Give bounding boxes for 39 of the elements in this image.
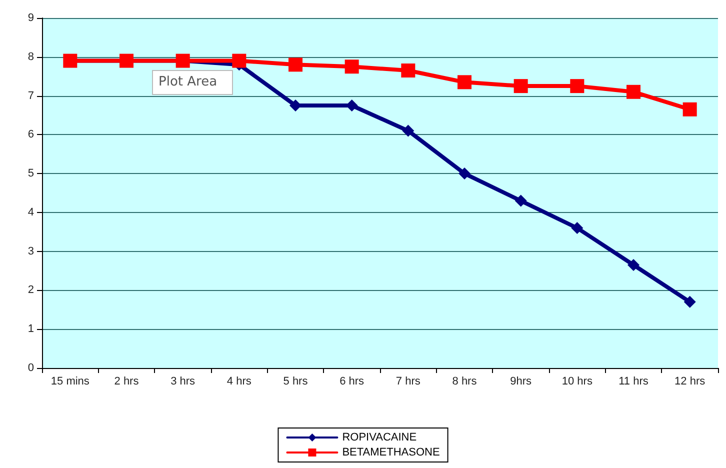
point [401,64,416,78]
x-tick-label: 7 hrs [396,376,421,388]
y-tick-label: 2 [28,284,34,296]
x-tick-label: 5 hrs [283,376,308,388]
legend-label: ROPIVACAINE [342,432,417,444]
x-tick-label: 2 hrs [114,376,140,388]
point [628,258,640,271]
point [458,75,472,90]
point [514,194,527,207]
x-tick-label: 9hrs [510,376,532,388]
x-tick-label: 6 hrs [340,376,365,388]
point [514,79,528,94]
point [626,84,640,99]
y-tick-label: 6 [28,128,34,141]
point [458,168,470,180]
y-tick-label: 3 [28,245,34,258]
x-tick-label: 11 hrs [618,376,649,388]
point [570,79,584,94]
legend-label: BETAMETHASONE [342,446,440,458]
y-tick-label: 0 [28,362,34,374]
x-tick-label: 8 hrs [452,376,478,388]
y-tick-label: 1 [28,323,34,336]
y-tick-label: 8 [28,50,34,63]
x-tick-label: 12 hrs [674,376,706,388]
y-tick-label: 5 [28,168,34,180]
point [682,102,697,116]
x-tick-label: 4 hrs [226,376,252,388]
annotation: Plot Area [158,74,218,90]
y-tick-label: 4 [28,206,34,218]
y-tick-label: 7 [28,90,34,102]
y-tick-label: 9 [28,12,34,24]
point [402,124,414,137]
x-tick-label: 3 hrs [170,376,196,388]
x-tick-label: 10 hrs [562,376,593,388]
point [571,222,584,234]
point [288,58,302,72]
point [344,60,359,74]
point [684,296,696,308]
x-tick-label: 15 mins [50,376,90,388]
